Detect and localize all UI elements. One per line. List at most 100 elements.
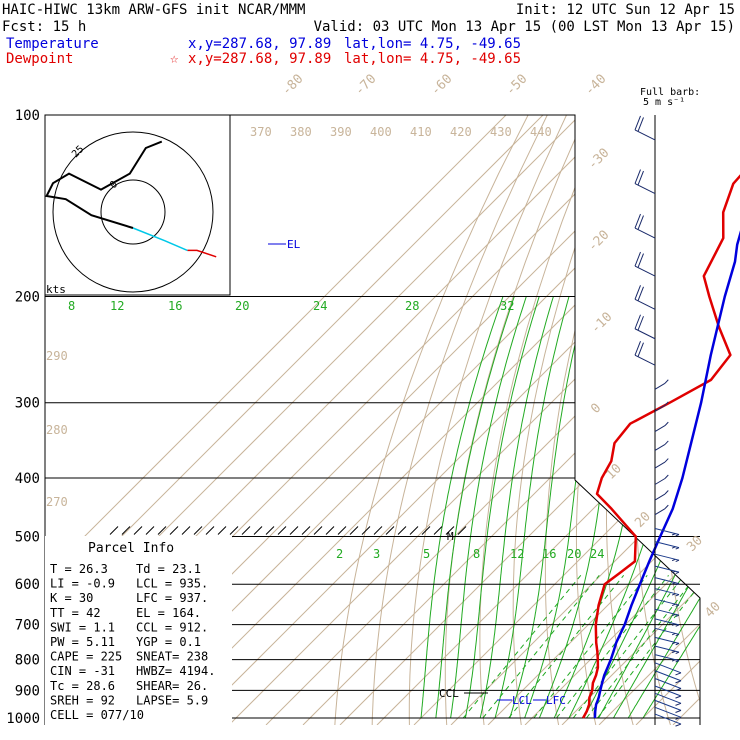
wind-barb [654,662,682,674]
wind-barb-flag [671,632,676,636]
moist-adiabat-label: 32 [500,299,514,313]
wind-barb-flag [637,316,644,331]
theta-labels: 370 380 390 400 410 420 430 440 290 280 270 [46,125,552,509]
parcel-info-left: PW = 5.11 [50,635,115,649]
wind-barb-flag [675,716,682,720]
wind-barb [654,478,666,485]
wind-barb-flag [664,440,669,445]
parcel-info-right: LCL = 935. [136,577,208,591]
wind-barb [654,461,666,469]
wind-barb [654,444,666,451]
theta-label: 440 [530,125,552,139]
wind-barb [634,129,656,141]
theta-label: 380 [290,125,312,139]
isotherm-label: 0 [588,401,604,417]
wind-barb-flag [675,695,682,699]
parcel-info-right: SHEAR= 26. [136,679,208,693]
wind-barb-flag [637,286,644,301]
hatch-mark [421,526,431,535]
wind-barb [654,382,666,390]
wind-barb-flag [637,170,644,186]
pressure-label: 800 [15,653,40,669]
hatch-mark [385,526,395,535]
wind-barb-flag [634,314,641,329]
header-forecast: Fcst: 15 h [2,19,86,35]
parcel-info-left: SWI = 1.1 [50,620,115,634]
dewpoint-legend-xy: x,y=287.68, 97.89 [188,51,331,67]
wind-barb-flag [637,342,644,357]
wind-barb [634,227,656,239]
wind-barb [634,354,656,366]
wind-barb-flag [664,504,669,509]
wind-barb-flag [634,341,641,356]
wind-barb-flag [675,614,680,618]
mixing-ratio-label: 2 [336,547,343,561]
isotherm [561,115,700,725]
pressure-label: 300 [15,396,40,412]
isotherm-label: -40 [582,72,609,99]
isotherm-label: 40 [702,599,724,621]
isotherm [524,115,700,725]
wind-barb-flag [671,582,676,585]
hatch-mark [409,526,419,535]
parcel-info-right: Td = 23.1 [136,562,201,576]
hatch-mark [433,526,443,535]
wind-barb-flag [664,401,669,406]
hatch-mark [181,526,191,535]
hatch-mark [241,526,251,535]
parcel-info-right: LFC = 937. [136,591,208,605]
hatch-mark [265,526,275,535]
lcl-label: LCL [512,694,532,707]
moist-adiabat [627,296,700,719]
parcel-info-box: Parcel Info T = 26.3 Td = 23.1 LI = -0.9 LC… [45,536,232,725]
hatch-mark [193,526,203,535]
wind-barb [654,493,666,501]
hodograph-trace-upper [45,140,163,229]
wind-barb [654,627,680,635]
parcel-info-left: CELL = 077/10 [50,708,144,722]
wind-barb [654,706,682,718]
star-icon: ☆ [170,51,179,67]
hatch-mark [397,526,407,535]
moist-adiabat-label: 28 [405,299,419,313]
hatch-mark [217,526,227,535]
isotherm [413,115,700,725]
hatch-mark [121,526,131,535]
header-title: HAIC-HIWC 13km ARW-GFS init NCAR/MMM [2,2,305,18]
annotations: EL LCL LFC CCL M [268,238,566,707]
wind-barb [634,265,656,277]
wind-barb-flag [671,593,676,596]
wind-barb [654,528,680,535]
mixing-ratio-label: 3 [373,547,380,561]
theta-label: 370 [250,125,272,139]
dry-adiabat [718,115,740,731]
dewpoint-legend-label: Dewpoint [6,51,73,67]
wind-barb-flag [634,169,641,184]
hatch-mark [313,526,323,535]
wind-barb-flag [675,624,680,627]
pressure-label: 500 [15,529,40,545]
hatch-mark [109,526,119,535]
hatch-mark [445,526,455,535]
wind-barb-flag [671,613,676,617]
isotherm [45,115,559,725]
wind-barb-flag [675,723,682,727]
parcel-info-left: SREH = 92 [50,693,115,707]
hodograph-ring-inner [100,179,166,245]
moist-adiabat-label: 8 [68,299,75,313]
isotherm [710,100,740,725]
parcel-info-left: CAPE = 225 [50,650,122,664]
hatch-mark [349,526,359,535]
wind-barb [654,541,680,549]
dry-adiabat [408,115,567,725]
lfc-label: LFC [546,694,566,707]
wind-barb-flag [675,688,682,692]
wind-barbs [634,115,682,727]
pressure-labels: 100 200 300 400 500 600 700 800 900 1000 [6,108,40,727]
hatch-mark [253,526,263,535]
moist-adiabat-label: 12 [110,299,124,313]
wind-barb-flag [675,534,680,537]
isotherm-label: 20 [632,509,654,531]
theta-label: 410 [410,125,432,139]
